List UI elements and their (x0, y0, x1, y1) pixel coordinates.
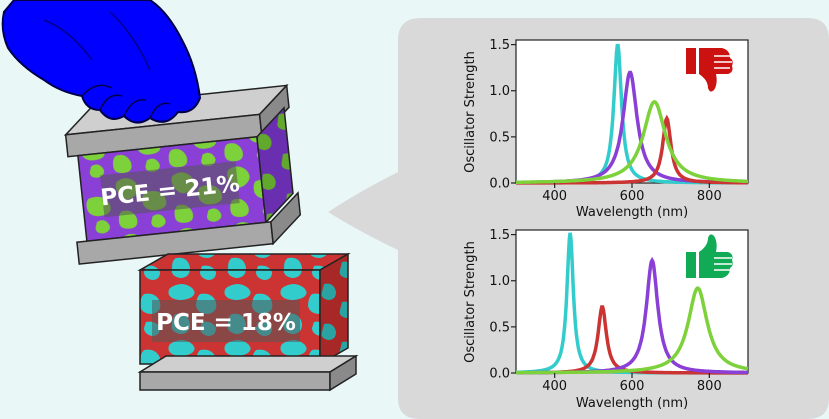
x-axis-label: Wavelength (nm) (576, 205, 688, 220)
hand-icon (1, 0, 202, 124)
x-tick-label: 800 (697, 189, 722, 204)
bottom-device-electrode-front (139, 371, 331, 391)
spectrum-chart-bottom: 0.0 0.5 1.0 1.5 400 600 800 Wavelength (… (463, 228, 749, 411)
pce-label-box-bottom (152, 300, 300, 342)
x-tick-label: 600 (620, 189, 645, 204)
bottom-device-electrode-top (137, 355, 359, 373)
active-layer-top-face (137, 253, 351, 271)
y-tick-label: 0.0 (489, 177, 510, 192)
thumbs-up-icon (686, 234, 733, 278)
y-axis-label: Oscillator Strength (463, 241, 478, 363)
x-tick-label: 800 (697, 379, 722, 394)
y-tick-label: 0.5 (489, 130, 510, 145)
bottom-electrode-side (270, 191, 302, 246)
spectrum-line (516, 286, 749, 375)
pce-label-box-top (100, 161, 240, 218)
active-layer-side (256, 106, 294, 225)
x-tick-label: 400 (542, 189, 567, 204)
y-tick-label: 0.0 (489, 367, 510, 382)
y-tick-label: 1.5 (489, 38, 510, 53)
y-tick-label: 1.5 (489, 228, 510, 243)
bottom-device-electrode-side (329, 354, 357, 392)
y-tick-label: 1.0 (489, 274, 510, 289)
y-tick-label: 1.0 (489, 84, 510, 99)
spectrum-line (516, 99, 748, 184)
thumbs-down-icon (686, 48, 733, 92)
pce-label-bottom: PCE = 18% (156, 310, 296, 336)
active-layer-side-bottom (319, 252, 349, 366)
x-tick-label: 600 (620, 379, 645, 394)
top-electrode-side (258, 83, 290, 139)
device-bottom: PCE = 18% (137, 252, 359, 392)
device-top: PCE = 21% (63, 83, 302, 265)
y-axis-label: Oscillator Strength (463, 51, 478, 173)
y-tick-label: 0.5 (489, 320, 510, 335)
spectrum-chart-top: 0.0 0.5 1.0 1.5 400 600 800 Wavelength (… (463, 38, 749, 220)
x-tick-label: 400 (542, 379, 567, 394)
x-axis-label: Wavelength (nm) (576, 396, 688, 411)
